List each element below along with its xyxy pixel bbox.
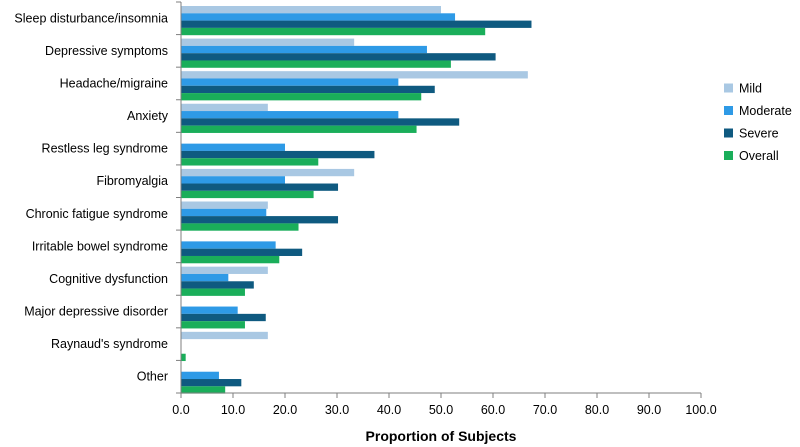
x-tick-label: 70.0 [533, 403, 557, 417]
bar-mild-10 [181, 331, 268, 340]
legend-swatch-overall [724, 151, 733, 160]
bar-mild-5 [181, 168, 355, 177]
category-label: Restless leg syndrome [42, 142, 168, 156]
category-label: Anxiety [127, 109, 169, 123]
bar-overall-2 [181, 93, 422, 101]
x-tick-label: 40.0 [377, 403, 401, 417]
bar-overall-11 [181, 386, 226, 394]
bar-moderate-4 [181, 143, 285, 151]
category-label: Raynaud's syndrome [51, 337, 168, 351]
bar-mild-2 [181, 71, 528, 79]
category-label: Sleep disturbance/insomnia [14, 11, 168, 25]
bar-overall-8 [181, 288, 245, 296]
bar-moderate-1 [181, 45, 427, 54]
bar-moderate-0 [181, 13, 456, 21]
bar-overall-9 [181, 321, 245, 329]
category-label: Other [137, 370, 168, 384]
bar-severe-5 [181, 183, 339, 191]
bar-overall-6 [181, 223, 299, 231]
x-tick-label: 80.0 [585, 403, 609, 417]
bar-moderate-11 [181, 371, 219, 380]
x-tick-label: 10.0 [221, 403, 245, 417]
x-axis: 0.0 10.0 20.0 30.0 40.0 50.0 60.0 70.0 80.0 90.0 1… [172, 392, 717, 417]
category-label: Headache/migraine [60, 76, 168, 90]
legend-label-moderate: Moderate [739, 104, 792, 118]
bar-overall-7 [181, 255, 280, 264]
bar-mild-3 [181, 103, 268, 112]
x-tick-label: 20.0 [273, 403, 297, 417]
category-label: Cognitive dysfunction [49, 272, 168, 286]
bar-severe-9 [181, 313, 266, 322]
x-tick-label: 50.0 [429, 403, 453, 417]
bar-severe-4 [181, 150, 375, 159]
bar-overall-4 [181, 158, 319, 166]
bar-severe-11 [181, 379, 242, 387]
bar-severe-0 [181, 20, 532, 28]
bar-moderate-2 [181, 78, 399, 86]
legend-swatch-moderate [724, 106, 733, 115]
bar-overall-5 [181, 190, 314, 199]
bar-moderate-7 [181, 241, 276, 249]
bar-overall-10 [181, 353, 186, 362]
x-tick-label: 0.0 [172, 403, 189, 417]
bar-overall-0 [181, 27, 486, 36]
legend-swatch-mild [724, 83, 733, 93]
bar-moderate-5 [181, 176, 285, 184]
x-tick-label: 30.0 [325, 403, 349, 417]
bar-severe-8 [181, 281, 254, 289]
bar-moderate-9 [181, 306, 238, 314]
x-axis-title: Proportion of Subjects [366, 428, 517, 444]
bar-mild-0 [181, 6, 441, 14]
legend-swatch-severe [724, 128, 733, 138]
x-tick-label: 90.0 [637, 403, 661, 417]
bar-mild-1 [181, 38, 355, 46]
category-label: Chronic fatigue syndrome [26, 207, 168, 221]
bar-severe-6 [181, 216, 339, 224]
bar-moderate-3 [181, 111, 399, 119]
category-label: Major depressive disorder [24, 305, 168, 319]
legend-label-mild: Mild [739, 82, 762, 96]
bar-mild-6 [181, 201, 268, 209]
category-label: Depressive symptoms [45, 44, 168, 58]
bar-overall-1 [181, 60, 451, 68]
bar-moderate-8 [181, 273, 229, 282]
category-label: Fibromyalgia [96, 174, 168, 188]
bar-severe-3 [181, 118, 460, 126]
bar-severe-7 [181, 248, 303, 256]
bar-moderate-6 [181, 208, 267, 217]
bar-mild-8 [181, 266, 268, 274]
bar-severe-1 [181, 53, 496, 61]
bar-overall-3 [181, 125, 417, 133]
bar-severe-2 [181, 85, 435, 94]
bars-group [181, 6, 532, 394]
y-axis: Sleep disturbance/insomnia Depressive sym… [14, 1, 182, 394]
x-tick-label: 60.0 [481, 403, 505, 417]
legend-label-severe: Severe [739, 127, 779, 141]
legend-label-overall: Overall [739, 149, 779, 163]
category-label: Irritable bowel syndrome [32, 239, 168, 253]
x-tick-label: 100.0 [685, 403, 716, 417]
legend: Mild Moderate Severe Overall [724, 82, 792, 163]
